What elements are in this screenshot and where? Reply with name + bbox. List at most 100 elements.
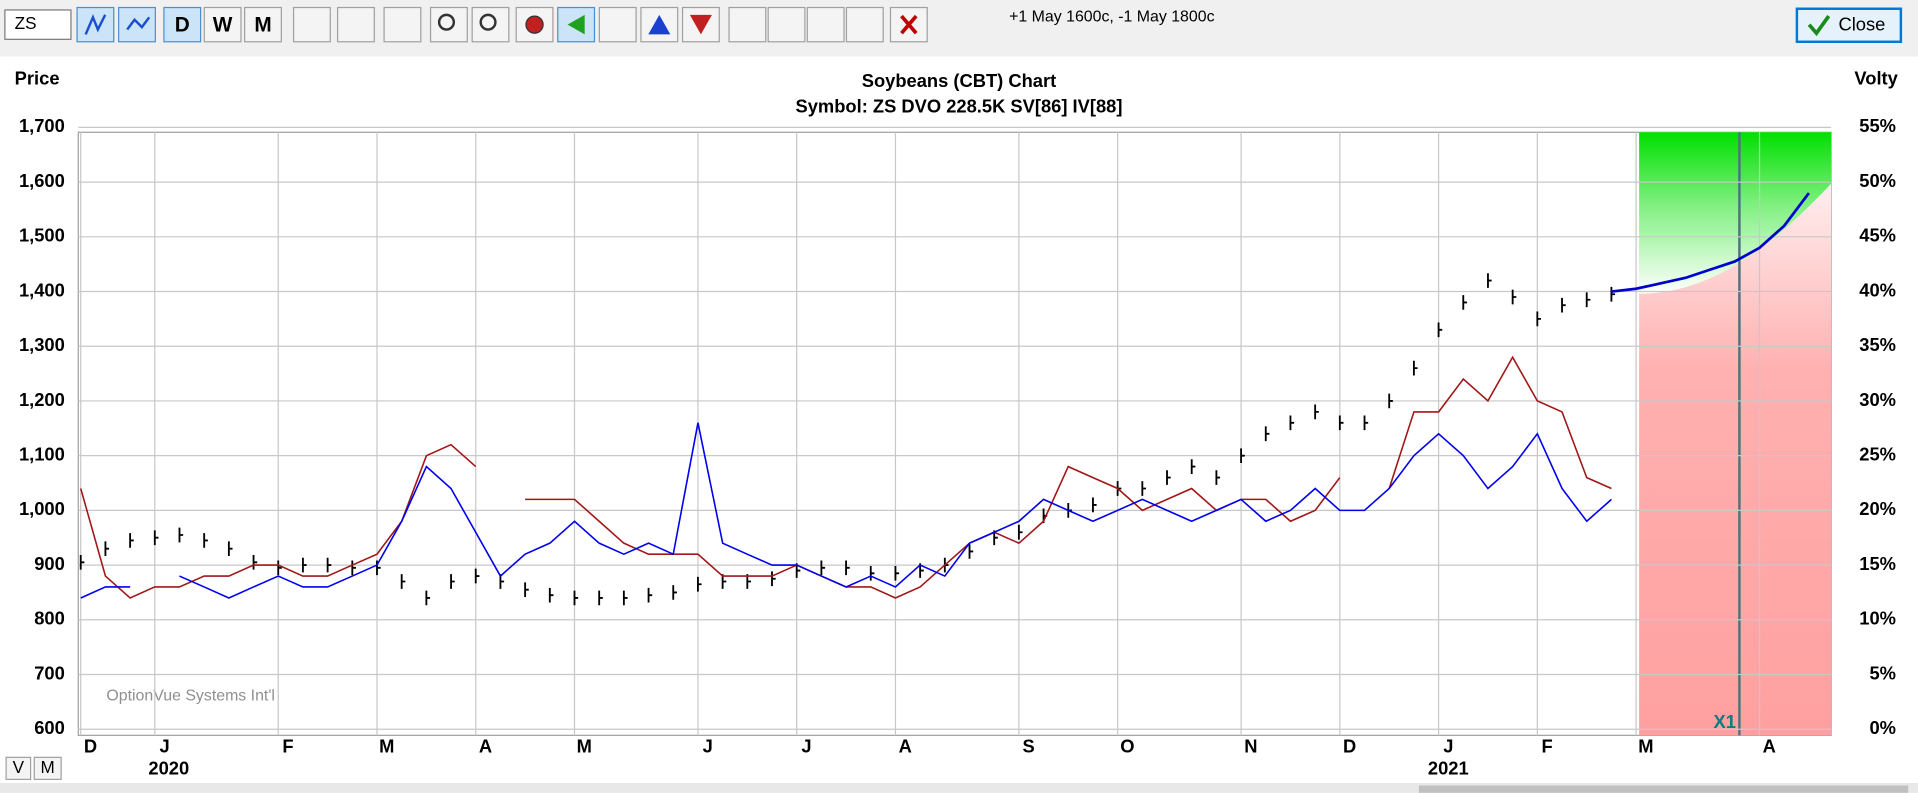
view-button[interactable] [33,756,62,780]
price-bar [129,533,134,548]
y-tick-label: 1,100 [19,444,65,465]
price-bar [1437,322,1443,338]
x-tick-label: A [1763,735,1776,756]
y2-tick-label: 35% [1859,334,1896,355]
price-bar [79,555,85,570]
x-tick-label: M [577,735,592,756]
price-bar [622,590,628,606]
y2-tick-label: 40% [1859,279,1896,300]
tool-button[interactable] [336,6,375,43]
icon [648,14,671,35]
price-bar [1388,393,1393,409]
price-bar [1487,273,1492,288]
period-label: D [175,13,190,36]
tool-button[interactable] [118,6,156,43]
volatility-line [79,355,1612,599]
x-tick-label: A [899,735,912,756]
check-icon [1807,15,1831,37]
close-button[interactable] [1795,7,1903,43]
price-bar [1561,297,1566,313]
price-bar [178,527,184,543]
price-bar [1092,497,1097,513]
price-bar [771,571,776,587]
y2-tick-label: 50% [1859,170,1896,191]
y-tick-label: 1,500 [19,225,65,246]
x-tick-label: M [379,735,394,756]
y2-tick-label: 30% [1859,389,1896,410]
price-bar [425,590,431,606]
symbol-input[interactable] [4,9,72,40]
scroll-thumb[interactable] [1418,785,1909,793]
price-bar [1462,295,1467,310]
symbol-text: ZS [15,14,37,33]
tool-button[interactable] [845,6,884,43]
view-label: V [13,758,25,777]
price-bar [647,587,653,603]
x-tick-label: F [282,735,293,756]
tool-button[interactable] [471,6,510,43]
price-bar [1511,289,1517,305]
close-label: Close [1838,14,1885,35]
y-tick-label: 1,000 [19,498,65,519]
chart-title: Soybeans (CBT) Chart [862,70,1057,91]
price-bar [697,576,702,592]
period-button[interactable] [163,6,202,43]
price-bar [968,544,974,559]
projection-upper-range [1639,132,1832,294]
tool-button[interactable] [806,6,845,43]
y2-tick-label: 20% [1859,498,1896,519]
period-button[interactable] [244,6,282,43]
price-bar [1289,415,1295,431]
volatility-line [80,422,1612,599]
period-button[interactable] [203,6,242,43]
y-tick-label: 600 [34,717,65,738]
y-tick-label: 1,700 [19,115,65,136]
expiry-label: X1 [1714,711,1736,732]
plot: 600 700 800 900 1,000 1,100 1,200 1,300 1,400 1,5… [19,115,1896,756]
y-tick-label: 1,600 [19,170,65,191]
y-tick-label: 1,200 [19,389,65,410]
price-bar [524,582,529,598]
price-bar [820,560,826,576]
price-bar [1338,415,1344,431]
toolbar [0,0,1918,57]
y2-tick-label: 55% [1859,115,1896,136]
price-bar [598,590,603,606]
price-bar [1314,404,1319,420]
tool-button[interactable] [383,6,422,43]
y2-tick-label: 0% [1869,717,1895,738]
price-bar [277,560,282,576]
tool-button[interactable] [598,6,637,43]
tool-button[interactable] [429,6,468,43]
view-button[interactable] [5,756,32,780]
price-bar [1264,426,1270,442]
x-tick-label: M [1638,735,1653,756]
tool-button[interactable] [640,6,679,43]
x-tick-label: D [84,735,97,756]
price-bar [474,568,480,584]
x-tick-label: J [703,735,713,756]
price-bar [845,560,850,576]
plot-area [77,131,1832,736]
x-tick-label: J [801,735,811,756]
x-tick-label: S [1023,735,1035,756]
icon [900,14,918,35]
x-tick-label: J [1443,735,1453,756]
price-bar [894,565,900,581]
year-label: 2021 [1428,757,1469,778]
price-bar [1190,459,1196,474]
price-bar [153,530,159,546]
y2-axis-label: Volty [1854,68,1898,89]
tool-button[interactable] [292,6,331,43]
y-tick-label: 800 [34,608,65,629]
tool-button[interactable] [767,6,806,43]
price-bar [1536,311,1542,327]
y-tick-label: 1,300 [19,334,65,355]
x-tick-label: N [1244,735,1257,756]
y2-tick-label: 5% [1869,662,1895,683]
tool-button[interactable] [728,6,767,43]
price-bar [573,590,579,606]
tool-icons [76,6,928,43]
price-bar [1141,481,1146,496]
